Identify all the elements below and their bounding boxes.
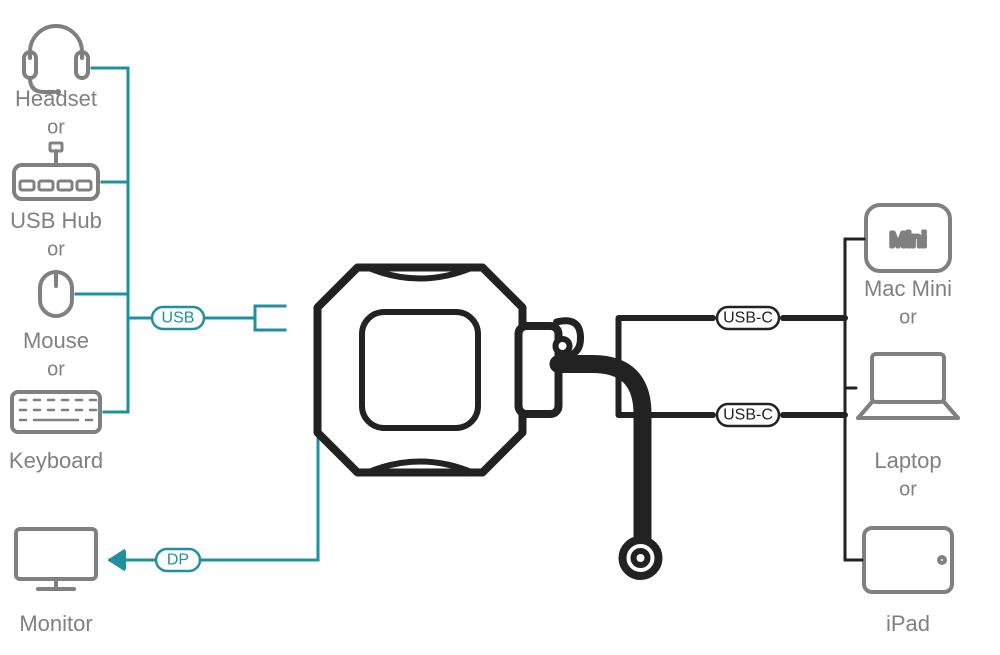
usb-hub-icon [14, 143, 98, 199]
laptop-icon [858, 354, 958, 418]
macmini-badge: Mini [890, 229, 927, 251]
or-label: or [899, 306, 917, 328]
mouse-icon [40, 272, 72, 316]
left-usb-wire [76, 68, 285, 412]
dp-wire [110, 380, 318, 569]
ipad-icon [864, 528, 952, 592]
macmini-label: Mac Mini [864, 276, 952, 301]
usbc-pill-2: USB-C [717, 404, 779, 426]
headset-icon [24, 26, 88, 95]
or-label: or [47, 116, 65, 138]
ipad-label: iPad [886, 611, 930, 636]
svg-text:DP: DP [167, 552, 189, 569]
usb-pill: USB [152, 307, 204, 329]
mouse-label: Mouse [23, 328, 89, 353]
svg-text:USB-C: USB-C [723, 310, 773, 327]
svg-text:USB: USB [162, 310, 195, 327]
monitor-label: Monitor [19, 611, 92, 636]
keyboard-icon [12, 392, 100, 432]
kvm-device [318, 268, 659, 577]
usbhub-label: USB Hub [10, 208, 102, 233]
or-label: or [899, 478, 917, 500]
usbc-pill-1: USB-C [717, 307, 779, 329]
right-usb-c-wires [559, 239, 865, 560]
or-label: or [47, 238, 65, 260]
svg-text:USB-C: USB-C [723, 407, 773, 424]
laptop-label: Laptop [874, 448, 941, 473]
headset-label: Headset [15, 86, 97, 111]
monitor-icon [16, 529, 96, 589]
keyboard-label: Keyboard [9, 448, 103, 473]
macmini-icon: Mini [866, 205, 950, 271]
dp-pill: DP [156, 549, 200, 571]
or-label: or [47, 358, 65, 380]
